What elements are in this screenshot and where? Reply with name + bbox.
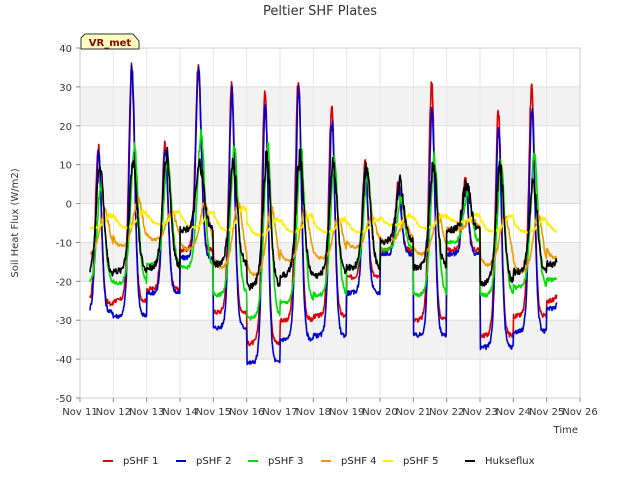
y-tick-label: 30 [59,83,72,94]
x-tick-label: Nov 15 [196,407,231,418]
y-tick-label: -40 [56,355,72,366]
x-tick-label: Nov 26 [562,407,597,418]
x-tick-label: Nov 21 [396,407,431,418]
y-tick-label: -50 [56,394,72,405]
x-tick-label: Nov 24 [496,407,531,418]
legend: pSHF 1 pSHF 2 pSHF 3 pSHF 4 pSHF 5 Hukseflux [103,456,535,467]
x-tick-label: Nov 11 [62,407,97,418]
series-lines [89,62,558,366]
y-tick-label: 10 [59,161,72,172]
legend-label: pSHF 5 [403,456,439,467]
legend-label: Hukseflux [485,456,535,467]
legend-label: pSHF 4 [341,456,377,467]
badge-label: VR_met [89,38,132,49]
x-axis-title: Time [553,425,578,436]
badge-shape [80,33,140,50]
x-tick-label: Nov 16 [229,407,264,418]
plot-area-border [79,47,581,399]
legend-label: pSHF 3 [268,456,304,467]
x-tick-label: Nov 14 [162,407,197,418]
y-tick-label: 0 [66,200,72,211]
x-tick-label: Nov 18 [296,407,331,418]
x-tick-label: Nov 20 [362,407,397,418]
series-line [89,205,558,237]
legend-label: pSHF 2 [196,456,232,467]
legend-label: pSHF 1 [123,456,159,467]
station-badge: VR_met [80,33,140,50]
y-axis-ticks: -50 -40 -30 -20 -10 0 10 20 30 40 [56,44,80,405]
y-tick-label: 40 [59,44,72,55]
background-band [80,86,580,126]
y-tick-label: -20 [56,277,72,288]
y-axis-title: Soil Heat Flux (W/m2) [10,168,21,277]
background-band [80,320,580,360]
x-tick-label: Nov 23 [462,407,497,418]
x-tick-label: Nov 22 [429,407,464,418]
x-tick-label: Nov 17 [262,407,297,418]
x-tick-label: Nov 12 [96,407,131,418]
x-tick-label: Nov 13 [129,407,164,418]
x-tick-label: Nov 25 [529,407,564,418]
y-tick-label: -30 [56,316,72,327]
series-line [89,64,558,366]
series-line [89,146,558,291]
y-tick-label: -10 [56,238,72,249]
x-tick-label: Nov 19 [329,407,364,418]
chart-title: Peltier SHF Plates [263,4,377,19]
y-tick-label: 20 [59,122,72,133]
